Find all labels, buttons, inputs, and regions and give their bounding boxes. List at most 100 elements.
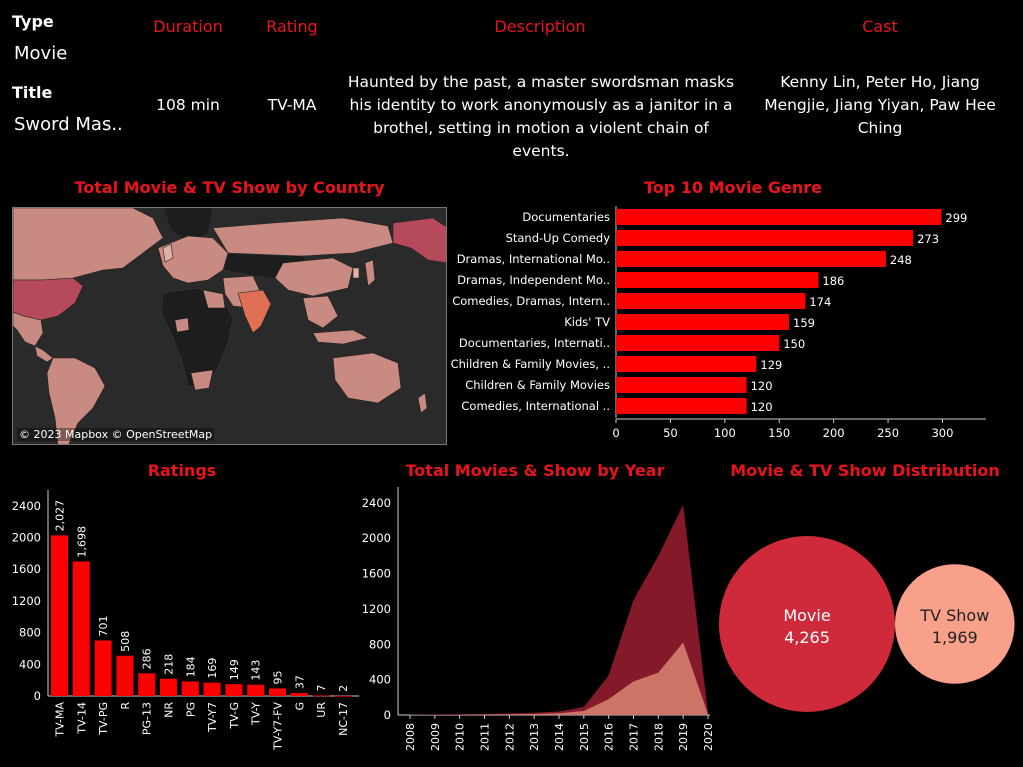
ratings-value-label: 7	[315, 684, 328, 691]
ratings-category-label: TV-Y7-FV	[272, 702, 285, 751]
year-x-tick-label: 2012	[503, 723, 516, 751]
ratings-bar	[181, 681, 199, 696]
distribution-chart-title: Movie & TV Show Distribution	[730, 461, 1000, 480]
description-value: Haunted by the past, a master swordsman …	[347, 73, 735, 160]
duration-value: 108 min	[156, 96, 220, 114]
map-region-alaska	[392, 217, 446, 264]
genre-x-tick-label: 0	[612, 426, 619, 440]
ratings-value-label: 2,027	[54, 500, 67, 532]
map-region-egypt	[202, 289, 226, 309]
genre-category-label: Kids' TV	[564, 315, 610, 329]
year-x-tick-label: 2015	[578, 723, 591, 751]
year-y-tick-label: 1600	[362, 567, 391, 581]
genre-category-label: Comedies, International ..	[461, 399, 610, 413]
ratings-category-label: G	[293, 702, 306, 711]
ratings-value-label: 95	[272, 670, 285, 684]
year-x-tick-label: 2019	[677, 723, 690, 751]
map-region-south-africa	[190, 369, 214, 391]
map-region-india	[237, 289, 272, 334]
map-region-europe	[157, 235, 229, 284]
year-y-tick-label: 2000	[362, 531, 391, 545]
ratings-y-tick-label: 0	[34, 689, 41, 703]
year-y-tick-label: 800	[369, 637, 391, 651]
world-map-svg	[13, 208, 446, 444]
ratings-value-label: 184	[184, 656, 197, 677]
genre-x-tick-label: 300	[931, 426, 953, 440]
map-attribution[interactable]: © 2023 Mapbox © OpenStreetMap	[17, 428, 215, 441]
map-region-new-zealand	[417, 392, 428, 414]
year-y-tick-label: 1200	[362, 602, 391, 616]
genre-category-label: Documentaries, Internati..	[459, 336, 610, 350]
ratings-category-label: TV-PG	[97, 702, 110, 736]
duration-header: Duration	[153, 17, 223, 36]
year-area-series	[410, 642, 708, 715]
distribution-category-label: Movie	[783, 606, 830, 625]
ratings-value-label: 37	[293, 675, 306, 689]
ratings-category-label: TV-14	[75, 702, 88, 735]
year-y-tick-label: 2400	[362, 496, 391, 510]
ratings-value-label: 508	[119, 631, 132, 652]
distribution-bubble	[895, 564, 1015, 684]
type-label: Type	[12, 12, 54, 31]
ratings-category-label: TV-MA	[54, 702, 67, 738]
genre-bar	[616, 230, 914, 246]
genre-bar	[616, 314, 790, 330]
genre-value-label: 129	[760, 358, 782, 372]
ratings-value-label: 143	[250, 660, 263, 681]
ratings-bar	[269, 688, 286, 696]
ratings-y-tick-label: 400	[19, 657, 41, 671]
year-x-tick-label: 2010	[454, 723, 467, 751]
ratings-y-tick-label: 1200	[12, 594, 41, 608]
year-area-series	[410, 504, 708, 715]
ratings-category-label: NC-17	[337, 702, 350, 736]
ratings-category-label: TV-Y7	[206, 702, 219, 733]
genre-x-tick-label: 250	[877, 426, 899, 440]
genre-bar	[616, 251, 886, 267]
ratings-category-label: NR	[163, 702, 176, 718]
ratings-bar	[72, 561, 90, 696]
ratings-category-label: TV-Y	[250, 702, 263, 726]
ratings-value-label: 1,698	[75, 526, 88, 558]
genre-value-label: 174	[809, 295, 831, 309]
title-label: Title	[12, 83, 53, 102]
genre-category-label: Dramas, Independent Mo..	[457, 273, 610, 287]
genre-value-label: 120	[751, 379, 773, 393]
genre-bar	[616, 398, 747, 414]
ratings-bar-chart: 0 400 800 1200 1600 2000 2400 2,027 TV-MA 1,698 TV…	[12, 490, 360, 751]
year-x-tick-label: 2020	[702, 723, 715, 751]
ratings-bar	[225, 684, 243, 696]
genre-bar	[616, 209, 942, 225]
ratings-y-tick-label: 800	[19, 626, 41, 640]
cast-value: Kenny Lin, Peter Ho, Jiang Mengjie, Jian…	[764, 73, 996, 137]
ratings-category-label: TV-G	[228, 702, 241, 730]
genre-bar	[616, 335, 780, 351]
map-region-indonesia	[312, 329, 369, 345]
year-y-tick-label: 0	[384, 708, 391, 722]
map-region-australia	[332, 352, 402, 404]
genre-value-label: 186	[822, 274, 844, 288]
country-map[interactable]: © 2023 Mapbox © OpenStreetMap	[12, 207, 447, 445]
ratings-bar	[247, 684, 265, 696]
ratings-bar	[334, 695, 352, 697]
year-y-tick-label: 400	[369, 673, 391, 687]
genre-value-label: 159	[793, 316, 815, 330]
year-chart-title: Total Movies & Show by Year	[405, 461, 665, 480]
genre-x-tick-label: 200	[823, 426, 845, 440]
distribution-value-label: 1,969	[932, 628, 978, 647]
genre-value-label: 248	[890, 253, 912, 267]
genre-bar	[616, 272, 819, 288]
ratings-y-tick-label: 2000	[12, 531, 41, 545]
genre-value-label: 273	[917, 232, 939, 246]
cast-header: Cast	[862, 17, 898, 36]
ratings-bar	[116, 655, 134, 696]
ratings-bar	[312, 695, 330, 697]
genre-category-label: Stand-Up Comedy	[506, 231, 611, 245]
ratings-y-tick-label: 1600	[12, 562, 41, 576]
map-region-china	[274, 257, 354, 297]
ratings-value-label: 169	[206, 658, 219, 679]
year-x-tick-label: 2016	[603, 723, 616, 751]
ratings-value-label: 218	[163, 654, 176, 675]
ratings-bar	[160, 678, 177, 696]
distribution-bubble	[719, 536, 895, 712]
year-x-tick-label: 2014	[553, 723, 566, 751]
